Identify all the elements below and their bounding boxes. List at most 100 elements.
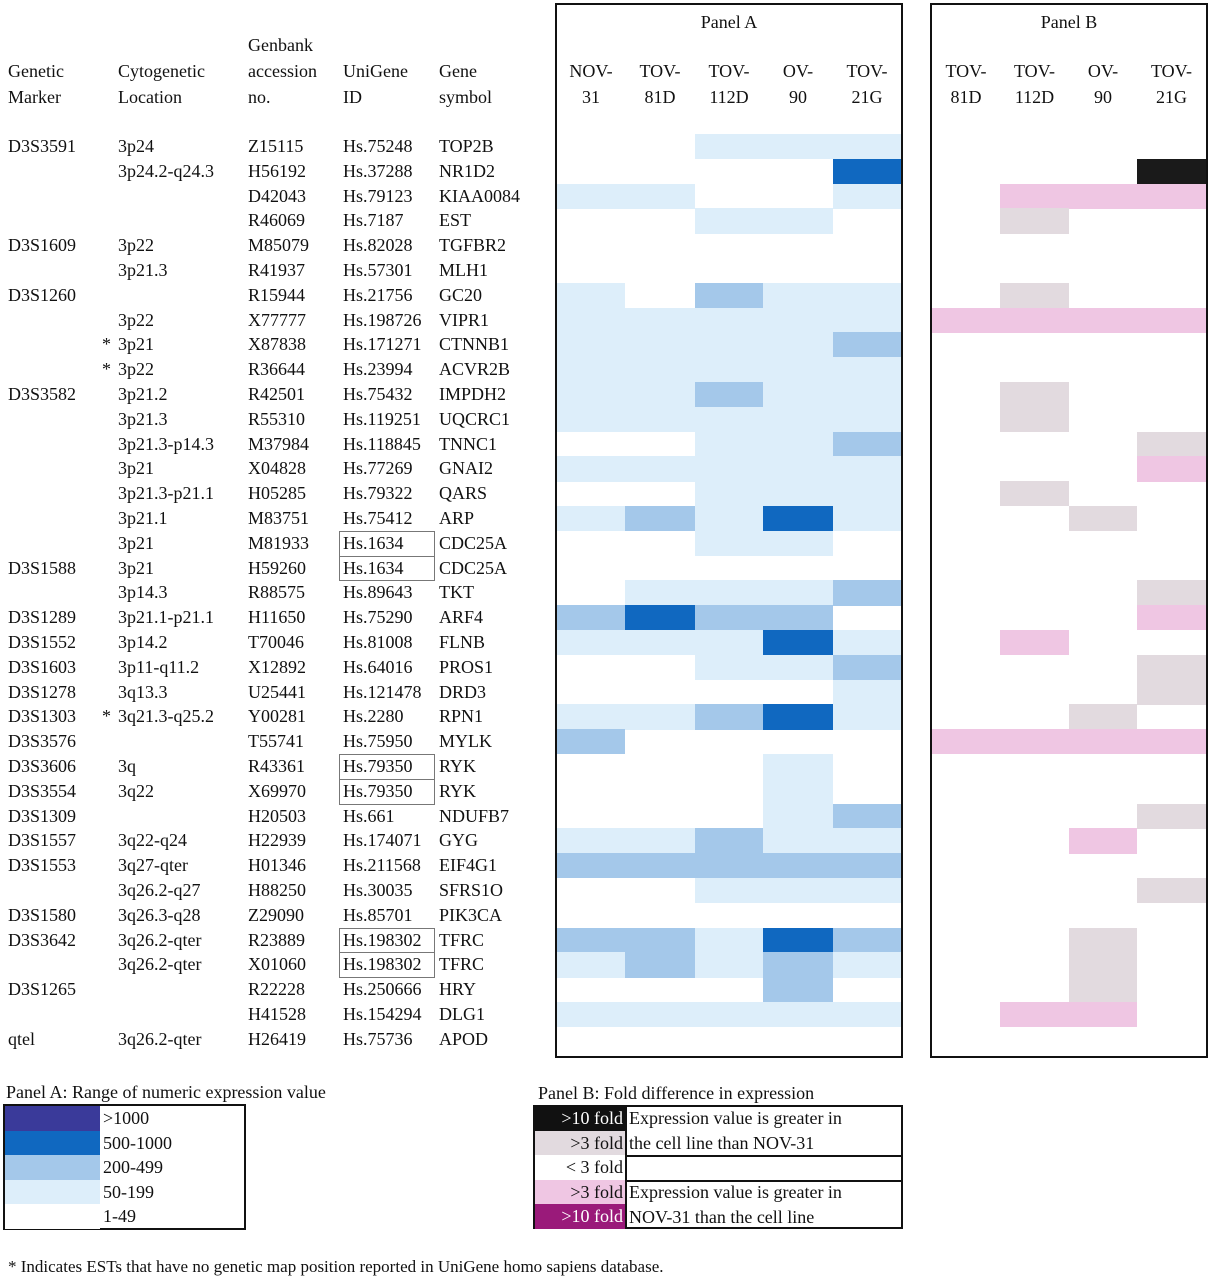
heatmap-a-cell: [763, 307, 833, 333]
row-genetic-marker: D3S3576: [8, 731, 77, 752]
heatmap-a-cell: [763, 357, 833, 383]
row-gene-symbol: MYLK: [439, 731, 492, 752]
row-genetic-marker: D3S1609: [8, 235, 77, 256]
row-unigene-id: Hs.77269: [343, 458, 413, 479]
row-gene-symbol: CDC25A: [439, 557, 508, 578]
row-cytogenetic-location: 3q27-qter: [118, 855, 188, 876]
row-gene-symbol: TGFBR2: [439, 235, 507, 256]
row-genetic-marker: D3S1557: [8, 830, 77, 851]
row-gene-symbol: PROS1: [439, 656, 494, 677]
heatmap-a-cell: [695, 828, 763, 854]
row-gene-symbol: GC20: [439, 284, 483, 305]
row-cytogenetic-location: 3p11-q11.2: [118, 656, 200, 677]
heatmap-a-cell: [625, 406, 695, 433]
legend-b-desc-cell-line: Expression value is greater in the cell …: [629, 1108, 842, 1153]
legend-b-divider: [625, 1105, 627, 1229]
heatmap-b-cell: [1137, 803, 1206, 829]
heatmap-b-cell: [932, 307, 1000, 333]
row-unigene-id: Hs.37288: [343, 160, 413, 181]
row-cytogenetic-location: 3q22: [118, 780, 154, 801]
row-cytogenetic-location: 3q26.2-qter: [118, 954, 202, 975]
row-genbank-accession: T55741: [248, 731, 304, 752]
heatmap-b-cell: [1000, 307, 1069, 333]
heatmap-a-cell: [557, 704, 625, 730]
row-unigene-id: Hs.118845: [343, 433, 421, 454]
heatmap-a-cell: [695, 654, 763, 681]
heatmap-a-cell: [833, 357, 901, 383]
row-unigene-id: Hs.75432: [343, 384, 413, 404]
heatmap-a-cell: [763, 1002, 833, 1028]
heatmap-a-cell: [833, 382, 901, 408]
row-unigene-id: Hs.81008: [343, 632, 413, 652]
row-unigene-id: Hs.198302: [343, 929, 422, 950]
heatmap-b-cell: [932, 729, 1000, 755]
row-gene-symbol: IMPDH2: [439, 384, 507, 404]
row-gene-symbol: TKT: [439, 582, 474, 603]
panel-b-column-header: TOV- 112D: [1013, 61, 1055, 107]
heatmap-a-cell: [833, 282, 901, 309]
heatmap-a-cell: [763, 927, 833, 953]
heatmap-a-cell: [695, 878, 763, 904]
row-genbank-accession: M81933: [248, 532, 310, 553]
row-genetic-marker: D3S3606: [8, 756, 77, 776]
legend-b-swatch: [535, 1130, 625, 1155]
heatmap-a-cell: [833, 307, 901, 333]
legend-b-box: [533, 1105, 903, 1229]
heatmap-a-cell: [763, 853, 833, 879]
row-gene-symbol: NDUFB7: [439, 805, 510, 826]
heatmap-a-cell: [695, 382, 763, 408]
row-genbank-accession: R46069: [248, 210, 306, 231]
panel-a-frame: [555, 3, 903, 1058]
panel-a-column-header: TOV- 21G: [846, 61, 888, 107]
row-genbank-accession: X77777: [248, 309, 306, 330]
heatmap-a-cell: [833, 853, 901, 879]
row-cytogenetic-location: 3p21.3: [118, 408, 168, 429]
row-genetic-marker: D3S1309: [8, 805, 77, 826]
row-gene-symbol: APOD: [439, 1028, 489, 1049]
heatmap-a-cell: [625, 605, 695, 631]
row-cytogenetic-location: 3p14.3: [118, 582, 168, 603]
row-gene-symbol: EIF4G1: [439, 855, 497, 876]
heatmap-a-cell: [833, 654, 901, 681]
legend-b-title: Panel B: Fold difference in expression: [538, 1083, 815, 1103]
heatmap-b-cell: [1000, 481, 1069, 507]
header-genetic-marker: Genetic Marker: [8, 61, 64, 107]
row-genbank-accession: H41528: [248, 1004, 306, 1024]
row-genbank-accession: X01060: [248, 954, 306, 975]
panel-a-column-header: TOV- 81D: [639, 61, 681, 107]
heatmap-b-cell: [1137, 679, 1206, 705]
row-cytogenetic-location: 3p24.2-q24.3: [118, 160, 214, 181]
heatmap-a-cell: [833, 431, 901, 457]
heatmap-b-cell: [1069, 183, 1137, 209]
heatmap-a-cell: [625, 853, 695, 879]
legend-a-swatch: [5, 1179, 100, 1205]
heatmap-a-cell: [833, 704, 901, 730]
row-unigene-id: Hs.82028: [343, 235, 413, 256]
row-unigene-id: Hs.64016: [343, 656, 413, 677]
panel-b-title: Panel B: [1040, 12, 1098, 32]
row-genbank-accession: X04828: [248, 458, 306, 479]
heatmap-a-cell: [763, 654, 833, 681]
legend-a-label: 50-199: [103, 1181, 154, 1202]
row-unigene-id: Hs.79350: [343, 756, 413, 776]
heatmap-a-cell: [763, 754, 833, 780]
footnote: * Indicates ESTs that have no genetic ma…: [8, 1257, 664, 1276]
row-genbank-accession: X87838: [248, 334, 306, 355]
row-genbank-accession: H59260: [248, 557, 306, 578]
heatmap-a-cell: [557, 952, 625, 978]
heatmap-a-cell: [833, 679, 901, 705]
row-genetic-marker: D3S1303: [8, 706, 77, 727]
heatmap-a-cell: [695, 704, 763, 730]
row-star-marker: *: [102, 334, 111, 355]
row-gene-symbol: HRY: [439, 979, 477, 1000]
heatmap-a-cell: [625, 704, 695, 730]
row-cytogenetic-location: 3p21.3-p21.1: [118, 483, 214, 504]
row-gene-symbol: DRD3: [439, 681, 487, 702]
heatmap-a-cell: [833, 828, 901, 854]
row-cytogenetic-location: 3p21: [118, 532, 154, 553]
row-cytogenetic-location: 3q13.3: [118, 681, 168, 702]
heatmap-b-cell: [1000, 183, 1069, 209]
unigene-id-box: [339, 778, 435, 805]
row-unigene-id: Hs.30035: [343, 880, 413, 900]
heatmap-a-cell: [557, 853, 625, 879]
